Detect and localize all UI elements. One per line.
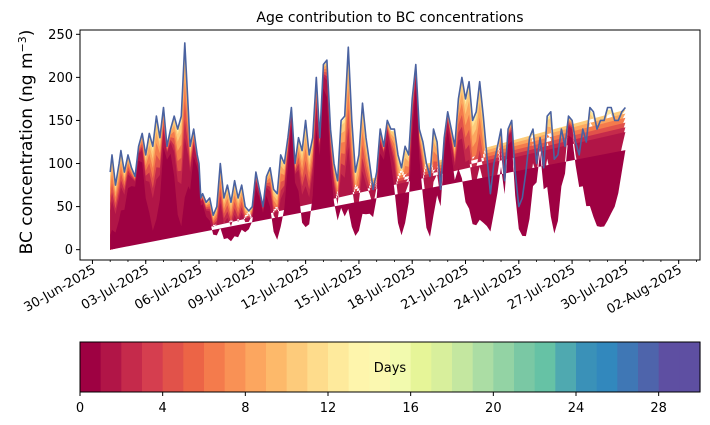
colorbar-tick-label: 24 bbox=[568, 401, 585, 416]
colorbar-tick-label: 16 bbox=[402, 401, 419, 416]
colorbar-swatch bbox=[307, 342, 329, 392]
colorbar-tick-label: 20 bbox=[485, 401, 502, 416]
colorbar-swatch bbox=[266, 342, 288, 392]
plot-frame bbox=[79, 29, 701, 261]
colorbar-tick-label: 28 bbox=[650, 401, 667, 416]
y-tick-label: 50 bbox=[56, 200, 73, 215]
y-axis-label: BC concentration (ng m−3) bbox=[16, 30, 38, 255]
y-tick-label: 150 bbox=[48, 114, 73, 129]
colorbar-swatch bbox=[286, 342, 308, 392]
colorbar-tick-label: 8 bbox=[241, 401, 249, 416]
colorbar-swatch bbox=[555, 342, 577, 392]
colorbar-swatch bbox=[80, 342, 102, 392]
colorbar-swatch bbox=[596, 342, 618, 392]
colorbar-tick-label: 12 bbox=[320, 401, 337, 416]
colorbar-swatch bbox=[204, 342, 226, 392]
colorbar-swatch bbox=[658, 342, 680, 392]
y-axis-label-end: ) bbox=[17, 30, 37, 37]
colorbar-tick-label: 4 bbox=[159, 401, 167, 416]
area-layer-1 bbox=[110, 65, 626, 250]
colorbar-swatch bbox=[534, 342, 556, 392]
colorbar-swatch bbox=[576, 342, 598, 392]
colorbar-swatch bbox=[369, 342, 391, 392]
total-bc-line bbox=[109, 42, 627, 216]
y-axis-label-base: BC concentration (ng m bbox=[17, 52, 37, 254]
colorbar-swatch bbox=[328, 342, 350, 392]
colorbar-swatch bbox=[183, 342, 205, 392]
colorbar-swatch bbox=[348, 342, 370, 392]
colorbar-swatch bbox=[638, 342, 660, 392]
colorbar-label: Days bbox=[374, 361, 407, 376]
y-axis: 0 50 100 150 200 250 bbox=[48, 28, 80, 258]
colorbar-swatch bbox=[390, 342, 412, 392]
colorbar-swatch bbox=[245, 342, 267, 392]
y-tick-label: 0 bbox=[65, 243, 73, 258]
chart-title: Age contribution to BC concentrations bbox=[256, 10, 523, 26]
x-axis: 30-Jun-202503-Jul-202506-Jul-202509-Jul-… bbox=[22, 260, 697, 318]
colorbar-swatch bbox=[514, 342, 536, 392]
colorbar-swatch bbox=[410, 342, 432, 392]
age-contribution-layers bbox=[109, 42, 627, 250]
y-tick-label: 200 bbox=[48, 71, 73, 86]
colorbar: 0 4 8 12 16 20 24 28 bbox=[76, 341, 701, 416]
y-axis-label-sup: −3 bbox=[16, 36, 29, 52]
colorbar-swatch bbox=[224, 342, 246, 392]
colorbar-swatch bbox=[493, 342, 515, 392]
y-tick-label: 250 bbox=[48, 28, 73, 43]
y-tick-label: 100 bbox=[48, 157, 73, 172]
colorbar-swatch bbox=[142, 342, 164, 392]
colorbar-tick-label: 0 bbox=[76, 401, 84, 416]
colorbar-swatch bbox=[679, 342, 701, 392]
colorbar-frame bbox=[79, 341, 701, 393]
colorbar-swatch bbox=[617, 342, 639, 392]
colorbar-swatch bbox=[121, 342, 143, 392]
colorbar-swatch bbox=[452, 342, 474, 392]
colorbar-swatch bbox=[472, 342, 494, 392]
colorbar-swatch bbox=[162, 342, 184, 392]
colorbar-swatch bbox=[100, 342, 122, 392]
area-layer-0 bbox=[110, 52, 626, 250]
area-layer-oldest bbox=[110, 88, 626, 250]
colorbar-swatch bbox=[431, 342, 453, 392]
